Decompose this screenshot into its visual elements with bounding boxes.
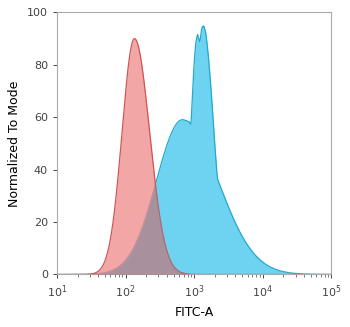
X-axis label: FITC-A: FITC-A bbox=[175, 306, 214, 319]
Y-axis label: Normalized To Mode: Normalized To Mode bbox=[8, 80, 21, 207]
